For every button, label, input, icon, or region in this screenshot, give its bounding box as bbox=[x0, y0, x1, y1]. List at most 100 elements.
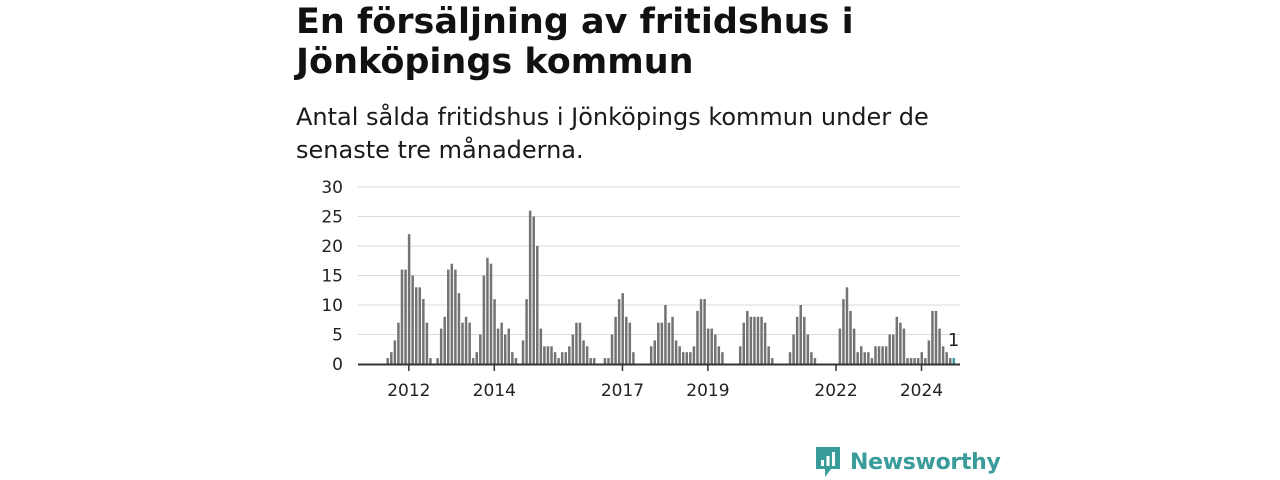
bar bbox=[493, 299, 496, 364]
bar bbox=[870, 358, 874, 364]
bar bbox=[457, 293, 461, 364]
bar bbox=[667, 322, 671, 364]
bar bbox=[689, 352, 692, 364]
bar bbox=[536, 246, 539, 364]
y-tick-label: 0 bbox=[332, 355, 343, 375]
bar bbox=[874, 346, 877, 364]
bar bbox=[568, 346, 571, 364]
bar bbox=[503, 334, 507, 364]
bar bbox=[632, 352, 635, 364]
y-tick-label: 5 bbox=[332, 326, 343, 346]
bar bbox=[560, 352, 564, 364]
y-tick-label: 15 bbox=[321, 267, 343, 287]
bar bbox=[881, 346, 884, 364]
bar bbox=[546, 346, 550, 364]
bar bbox=[436, 358, 439, 364]
newsworthy-logo: Newsworthy bbox=[814, 444, 1001, 480]
bar bbox=[927, 340, 931, 364]
bar bbox=[621, 293, 624, 364]
bar bbox=[414, 287, 418, 364]
bar bbox=[838, 328, 842, 364]
bar bbox=[479, 334, 482, 364]
bar bbox=[788, 352, 792, 364]
bar bbox=[767, 346, 770, 364]
bar bbox=[920, 352, 923, 364]
bar bbox=[877, 346, 881, 364]
bar bbox=[393, 340, 397, 364]
bar bbox=[913, 358, 916, 364]
bar bbox=[863, 352, 867, 364]
bar bbox=[468, 322, 471, 364]
bar bbox=[592, 358, 596, 364]
bar bbox=[496, 328, 500, 364]
bar bbox=[714, 334, 717, 364]
bar bbox=[806, 334, 810, 364]
bar bbox=[471, 358, 475, 364]
bar bbox=[486, 257, 489, 364]
bar bbox=[489, 263, 493, 364]
bar bbox=[614, 316, 617, 364]
bar bbox=[447, 269, 450, 364]
bar bbox=[422, 299, 425, 364]
bar bbox=[443, 316, 446, 364]
bar bbox=[685, 352, 689, 364]
bar bbox=[760, 316, 763, 364]
bar bbox=[511, 352, 514, 364]
bar bbox=[792, 334, 795, 364]
bar bbox=[625, 316, 628, 364]
bar bbox=[653, 340, 656, 364]
bar bbox=[696, 310, 699, 364]
bar bbox=[539, 328, 543, 364]
bar bbox=[429, 358, 432, 364]
bar bbox=[931, 310, 934, 364]
bar bbox=[607, 358, 610, 364]
bar bbox=[575, 322, 578, 364]
bar bbox=[906, 358, 909, 364]
bar bbox=[888, 334, 891, 364]
bar bbox=[461, 322, 464, 364]
y-tick-label: 10 bbox=[321, 296, 343, 316]
bar bbox=[553, 352, 557, 364]
bar bbox=[671, 316, 674, 364]
x-axis-ticks: 2012 2014 2017 2019 2022 2024 bbox=[387, 364, 943, 401]
bar bbox=[649, 346, 653, 364]
bar bbox=[902, 328, 906, 364]
bar bbox=[514, 358, 518, 364]
bar bbox=[500, 322, 503, 364]
bar bbox=[892, 334, 895, 364]
bar bbox=[464, 316, 468, 364]
bar bbox=[674, 340, 678, 364]
bar bbox=[738, 346, 742, 364]
bar bbox=[617, 299, 621, 364]
bar bbox=[610, 334, 614, 364]
bar bbox=[397, 322, 400, 364]
bar bbox=[810, 352, 813, 364]
bar bbox=[532, 216, 535, 364]
bar bbox=[603, 358, 607, 364]
bar bbox=[749, 316, 753, 364]
bar bbox=[404, 269, 407, 364]
bar bbox=[770, 358, 774, 364]
bar bbox=[450, 263, 454, 364]
bar bbox=[589, 358, 592, 364]
bar bbox=[475, 352, 478, 364]
bar bbox=[859, 346, 863, 364]
bar bbox=[664, 305, 667, 364]
bar bbox=[746, 310, 749, 364]
bar bbox=[678, 346, 681, 364]
chart-subtitle: Antal sålda fritidshus i Jönköpings komm… bbox=[296, 103, 929, 164]
chart-title: En försäljning av fritidshus i Jönköping… bbox=[296, 2, 854, 82]
bar bbox=[948, 358, 952, 364]
bar bbox=[909, 358, 913, 364]
bar bbox=[703, 299, 706, 364]
x-tick-label: 2014 bbox=[473, 381, 516, 401]
x-tick-label: 2024 bbox=[900, 381, 943, 401]
bar bbox=[706, 328, 710, 364]
bar bbox=[660, 322, 664, 364]
bar bbox=[742, 322, 745, 364]
bar bbox=[400, 269, 404, 364]
bars bbox=[386, 210, 956, 364]
bar bbox=[482, 275, 486, 364]
bar bbox=[763, 322, 767, 364]
x-tick-label: 2019 bbox=[686, 381, 729, 401]
